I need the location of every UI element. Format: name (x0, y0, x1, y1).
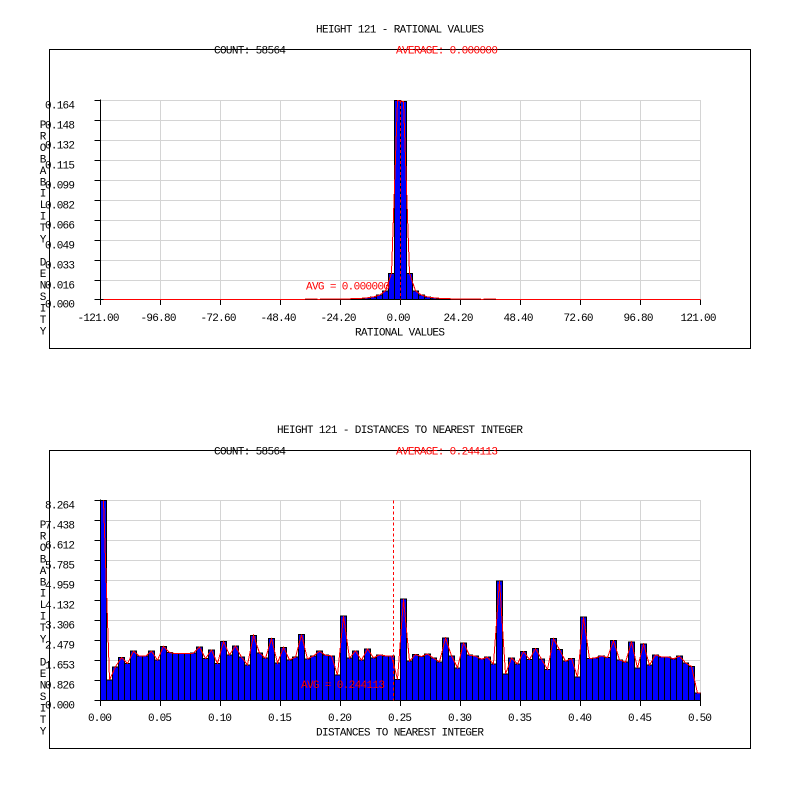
svg-text:RATIONAL VALUES: RATIONAL VALUES (355, 327, 445, 339)
svg-text:Y: Y (40, 326, 47, 338)
svg-text:B: B (40, 554, 47, 566)
svg-text:0.000: 0.000 (45, 299, 75, 311)
svg-text:AVERAGE: 0.244113: AVERAGE: 0.244113 (396, 446, 498, 458)
svg-text:-72.60: -72.60 (201, 313, 237, 325)
svg-text:Y: Y (40, 635, 47, 647)
svg-text:4.959: 4.959 (45, 580, 75, 592)
svg-text:-48.40: -48.40 (261, 313, 297, 325)
svg-text:5.785: 5.785 (45, 560, 75, 572)
svg-text:E: E (40, 269, 47, 281)
svg-text:T: T (40, 715, 47, 727)
svg-text:AVG = 0.244113: AVG = 0.244113 (301, 680, 385, 692)
svg-text:0.148: 0.148 (45, 120, 75, 132)
svg-text:S: S (40, 692, 47, 704)
svg-text:7.438: 7.438 (45, 520, 75, 532)
svg-text:0.164: 0.164 (45, 100, 75, 112)
svg-text:72.60: 72.60 (564, 313, 594, 325)
svg-text:0.25: 0.25 (388, 713, 412, 725)
svg-text:T: T (40, 623, 47, 635)
svg-text:S: S (40, 292, 47, 304)
svg-text:24.20: 24.20 (444, 313, 474, 325)
svg-text:I: I (40, 212, 47, 224)
svg-text:L: L (40, 600, 47, 612)
svg-text:B: B (40, 154, 47, 166)
svg-text:T: T (40, 223, 47, 235)
svg-text:0.35: 0.35 (508, 713, 532, 725)
svg-text:B: B (40, 177, 47, 189)
svg-text:0.10: 0.10 (208, 713, 232, 725)
svg-text:L: L (40, 200, 47, 212)
svg-text:0.082: 0.082 (45, 200, 75, 212)
svg-text:R: R (40, 531, 47, 543)
svg-text:0.45: 0.45 (628, 713, 652, 725)
svg-text:0.000: 0.000 (45, 700, 75, 712)
svg-text:Y: Y (40, 235, 47, 247)
svg-text:48.40: 48.40 (504, 313, 534, 325)
svg-text:0.099: 0.099 (45, 180, 75, 192)
svg-text:-24.20: -24.20 (321, 313, 357, 325)
svg-text:0.016: 0.016 (45, 280, 75, 292)
svg-text:O: O (40, 143, 47, 155)
svg-text:I: I (40, 612, 47, 624)
svg-text:0.15: 0.15 (268, 713, 292, 725)
svg-text:I: I (40, 303, 47, 315)
svg-text:0.033: 0.033 (45, 260, 75, 272)
svg-text:0.049: 0.049 (45, 240, 75, 252)
svg-text:AVERAGE: 0.000000: AVERAGE: 0.000000 (396, 45, 498, 57)
svg-text:D: D (40, 658, 47, 670)
svg-text:N: N (40, 680, 47, 692)
svg-text:-121.00: -121.00 (78, 313, 120, 325)
svg-text:-96.80: -96.80 (141, 313, 177, 325)
svg-text:1.653: 1.653 (45, 660, 75, 672)
svg-text:P: P (40, 520, 47, 532)
svg-text:8.264: 8.264 (45, 500, 75, 512)
svg-text:2.479: 2.479 (45, 640, 75, 652)
svg-text:DISTANCES TO NEAREST INTEGER: DISTANCES TO NEAREST INTEGER (316, 728, 484, 740)
svg-text:121.00: 121.00 (681, 313, 717, 325)
svg-text:0.00: 0.00 (88, 713, 112, 725)
svg-text:HEIGHT 121 - DISTANCES TO NEAR: HEIGHT 121 - DISTANCES TO NEAREST INTEGE… (277, 425, 523, 437)
svg-text:O: O (40, 543, 47, 555)
svg-text:3.306: 3.306 (45, 620, 75, 632)
svg-text:0.20: 0.20 (328, 713, 352, 725)
svg-text:Y: Y (40, 726, 47, 738)
svg-text:6.612: 6.612 (45, 540, 75, 552)
svg-text:0.132: 0.132 (45, 140, 75, 152)
svg-text:0.826: 0.826 (45, 680, 75, 692)
svg-text:0.40: 0.40 (568, 713, 592, 725)
svg-text:I: I (40, 589, 47, 601)
svg-text:I: I (40, 189, 47, 201)
svg-text:0.115: 0.115 (45, 160, 75, 172)
svg-text:HEIGHT 121 - RATIONAL VALUES: HEIGHT 121 - RATIONAL VALUES (316, 24, 484, 36)
svg-text:T: T (40, 315, 47, 327)
svg-text:0.05: 0.05 (148, 713, 172, 725)
svg-text:COUNT: 58564: COUNT: 58564 (214, 45, 286, 57)
svg-text:P: P (40, 120, 47, 132)
svg-text:A: A (40, 566, 47, 578)
svg-text:96.80: 96.80 (624, 313, 654, 325)
svg-text:E: E (40, 669, 47, 681)
svg-text:I: I (40, 703, 47, 715)
svg-text:A: A (40, 166, 47, 178)
svg-text:0.30: 0.30 (448, 713, 472, 725)
svg-text:4.132: 4.132 (45, 600, 75, 612)
svg-text:N: N (40, 280, 47, 292)
svg-text:0.066: 0.066 (45, 220, 75, 232)
svg-text:COUNT: 58564: COUNT: 58564 (214, 446, 286, 458)
svg-text:AVG = 0.000000: AVG = 0.000000 (306, 282, 390, 294)
svg-text:0.50: 0.50 (688, 713, 712, 725)
svg-text:0.00: 0.00 (387, 313, 411, 325)
svg-text:R: R (40, 131, 47, 143)
svg-text:B: B (40, 577, 47, 589)
svg-text:D: D (40, 258, 47, 270)
